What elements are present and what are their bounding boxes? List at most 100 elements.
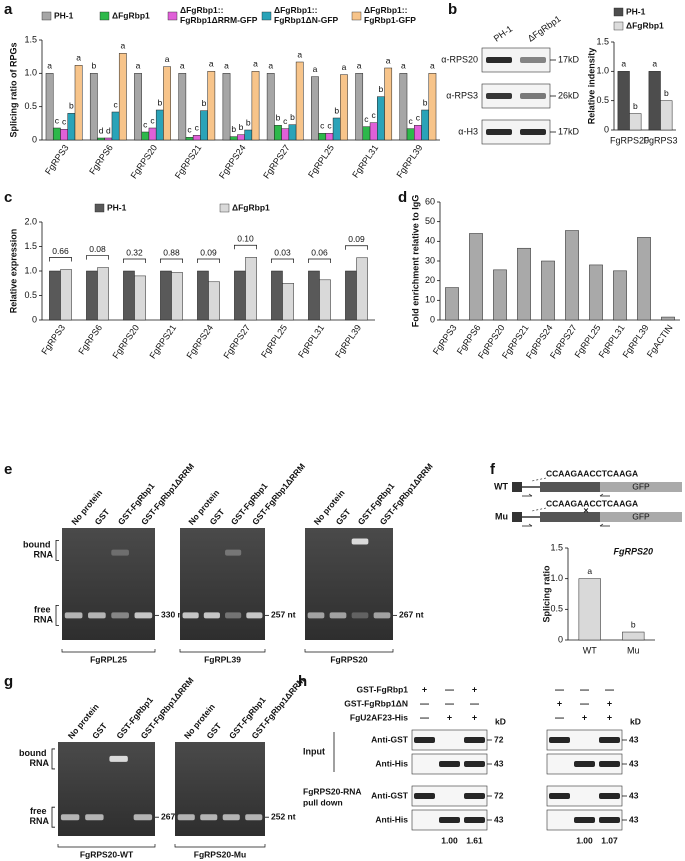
gfp-label: GFP [632,481,650,491]
bar [629,113,642,131]
quantification: 1.00 [576,835,593,845]
blot-band [414,793,435,799]
bar [414,125,422,141]
gel-band [329,612,347,619]
bar [660,100,673,131]
text-line: bound [19,748,49,758]
legend-swatch [99,11,110,21]
bar [89,73,98,141]
text-line: RNA [30,758,50,768]
x-tick-label: FgRPL31 [350,143,380,180]
gel-band [246,612,263,619]
significance-letter: d [99,125,104,135]
legend-swatch [41,11,52,21]
legend-swatch [613,21,624,31]
blot-band [520,57,546,63]
gfp-box [600,482,682,492]
bar [637,237,651,321]
p-bracket [123,258,146,263]
bar [234,270,246,321]
bar [97,267,109,321]
sign: + [472,712,477,722]
bar [295,61,304,141]
significance-letter: b [202,98,207,108]
bar [208,281,220,321]
sign: + [472,684,477,694]
bar [266,73,275,141]
gel-caption: FgRPS20-Mu [194,849,246,859]
blot-band [464,793,485,799]
significance-letter: b [231,124,236,134]
p-bracket [49,257,72,262]
caption-bracket [174,844,266,848]
significance-letter: a [401,61,406,71]
size-label: 257 nt [271,610,296,620]
text-line: ΔFgRbp1:: [274,5,318,15]
x-tick-label: FgRPL39 [394,143,424,180]
text-line: free [30,807,49,817]
size-label: 43 [494,814,504,824]
gel-caption: FgRPS20 [330,654,368,664]
lane-label: GST [90,720,109,740]
significance-letter: c [195,123,200,133]
gel-band [351,612,369,619]
legend-label: ΔFgRbp1 [112,10,150,20]
p-bracket [86,255,109,260]
bar [428,73,437,141]
blot-band [414,737,435,743]
x-tick-label: FgRPS3 [39,323,67,357]
bar [171,272,183,321]
significance-letter: a [209,59,214,69]
row-label: GST-FgRbp1ΔN [344,698,408,708]
quantification: 1.00 [441,835,458,845]
y-tick-label: 1.5 [24,34,37,44]
sign: + [447,712,452,722]
p-value: 0.08 [89,244,106,254]
gel [180,528,265,640]
bar [251,71,260,141]
panel-label: d [398,189,407,206]
text-line: FgRbp1ΔRRM-GFP [180,15,258,25]
text-line: RNA [30,817,50,827]
seq-pointer [531,507,547,512]
y-tick-label: 0.5 [596,95,609,105]
text-line: RNA [34,550,54,560]
sign: — [470,698,479,708]
size-label: 267 nt [161,811,186,821]
gel-band [245,814,263,821]
bar [97,137,105,141]
significance-letter: b [423,97,428,107]
bar [148,127,157,141]
blot-band [574,817,595,823]
bar [589,264,603,321]
significance-letter: c [320,121,325,131]
significance-letter: b [290,112,295,122]
y-axis-label: Fold enrichment relative to IgG [410,195,420,328]
y-axis-label: Relative expression [8,229,18,314]
x-tick-label: FgRPS3 [643,135,677,145]
row-label: FgU2AF23-His [350,712,408,722]
y-axis-label: Splicing ratio [541,565,551,623]
text-line: ΔFgRbp1:: [364,5,408,15]
quantification: 1.07 [601,835,618,845]
bar [578,578,601,641]
gel-band [60,814,80,821]
pulldown-label: FgRPS20-RNA [303,786,362,796]
blot-band [599,737,620,743]
gel-band [182,612,199,619]
bar [648,71,661,131]
sign: — [580,698,589,708]
blot-band [599,761,620,767]
bound-label: bound RNA [23,540,53,560]
x-tick-label: FgRPS6 [76,323,104,357]
seq-pointer [531,477,547,482]
antibody-label: Anti-GST [371,734,409,744]
panel-label: f [490,461,496,478]
x-tick-label: FgRPL25 [259,323,289,360]
antibody-label: Anti-GST [371,790,409,800]
significance-letter: a [136,61,141,71]
bar [406,128,415,141]
panel-label: a [4,1,13,18]
p-value: 0.32 [126,247,143,257]
bar [271,270,283,321]
